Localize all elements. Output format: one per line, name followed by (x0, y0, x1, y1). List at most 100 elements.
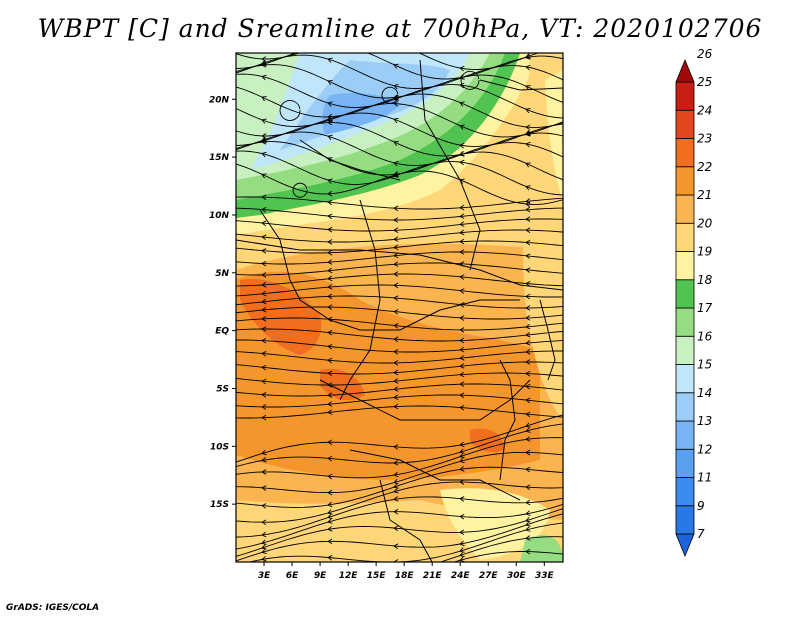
streamline-arrow (327, 226, 333, 233)
streamline-arrow (327, 249, 333, 256)
streamline-swirl (292, 182, 308, 198)
colorbar-label: 18 (697, 273, 713, 287)
colorbar-swatch (675, 222, 695, 252)
streamline-arrow (525, 484, 531, 491)
streamline-arrow (393, 252, 399, 259)
streamline-arrow (394, 41, 399, 45)
streamline-arrow (393, 478, 399, 485)
streamline-arrow (261, 151, 267, 158)
streamline (236, 218, 563, 232)
streamline-arrow (459, 101, 465, 107)
streamline-arrow (327, 382, 333, 388)
streamline-arrow (327, 304, 333, 310)
streamline-arrow (327, 357, 333, 364)
lat-label: 5N (215, 269, 229, 279)
streamline-arrow (261, 298, 267, 305)
streamline-arrow (525, 510, 531, 516)
streamline-arrow (459, 452, 465, 459)
streamline-arrow (393, 217, 399, 223)
streamline-arrow (393, 403, 399, 410)
streamline-arrow (393, 496, 399, 502)
streamline (236, 163, 563, 205)
lon-label: 21E (423, 571, 443, 581)
streamline (236, 423, 563, 468)
streamline-arrow (261, 449, 267, 456)
streamline (236, 196, 563, 210)
streamline-arrow (261, 234, 267, 241)
colorbar-label: 14 (697, 386, 712, 400)
streamline-arrow (459, 204, 465, 211)
streamline-arrow (393, 295, 399, 301)
streamline-arrow (525, 54, 531, 60)
streamline-arrow (327, 439, 333, 446)
streamline-arrow (525, 124, 531, 131)
streamline-arrow (327, 190, 333, 197)
streamline-arrow (459, 142, 465, 149)
streamline-arrow (327, 101, 333, 107)
streamline-arrow (327, 57, 333, 63)
streamline-arrow (261, 351, 267, 357)
streamline-arrow (525, 64, 531, 71)
streamline-arrow (261, 62, 267, 68)
streamline-arrow (459, 274, 465, 280)
streamline-arrow (393, 349, 399, 355)
streamline-arrow (525, 131, 531, 137)
colorbar-low-arrow (675, 533, 695, 558)
streamline-arrow (261, 136, 267, 142)
streamline-arrow (393, 378, 399, 384)
streamline-arrow (261, 548, 267, 555)
streamline-arrow (261, 194, 267, 201)
streamline-arrow (327, 178, 333, 184)
streamline-arrow (327, 275, 333, 282)
streamline (452, 551, 563, 562)
colorbar-swatch (675, 109, 695, 139)
streamline (236, 503, 563, 550)
streamline (236, 513, 563, 562)
streamline-arrow (327, 555, 333, 561)
streamline-arrow (393, 369, 399, 376)
streamline-arrow (459, 551, 465, 558)
streamline-swirl (381, 86, 399, 104)
grads-credit: GrADS: IGES/COLA (6, 603, 100, 613)
streamline (236, 207, 563, 221)
colorbar-label: 11 (697, 471, 712, 485)
streamline-arrow (393, 271, 399, 277)
streamline-arrow (459, 229, 465, 236)
colorbar-label: 22 (697, 160, 712, 174)
colorbar-swatch (675, 420, 695, 450)
streamline-arrow (261, 539, 267, 545)
streamline-arrow (525, 315, 531, 321)
colorbar-label: 24 (697, 103, 712, 117)
streamline-arrow (459, 404, 465, 411)
streamline-arrow (261, 59, 267, 66)
streamline (236, 122, 563, 157)
map-frame (235, 52, 564, 563)
streamline-arrow (327, 119, 333, 126)
streamline (236, 481, 563, 523)
lon-label: 24E (451, 571, 471, 581)
streamline-arrow (459, 392, 465, 399)
streamline-arrow (459, 441, 465, 448)
streamline-arrow (459, 355, 465, 361)
colorbar-label: 15 (697, 358, 712, 372)
streamline-arrow (525, 422, 531, 428)
streamline-arrow (327, 330, 333, 336)
streamline-arrow (261, 503, 267, 509)
streamline-arrow (525, 108, 531, 114)
streamline-arrow (261, 531, 267, 538)
streamline-arrow (393, 386, 399, 392)
streamline-arrow (459, 371, 465, 378)
streamline-arrow (525, 340, 531, 346)
streamline-arrow (261, 378, 267, 385)
streamline-arrow (261, 282, 267, 288)
streamline-arrow (393, 394, 399, 401)
streamline-arrow (393, 171, 399, 178)
streamline-arrow (525, 449, 531, 456)
streamline-arrow (459, 363, 465, 369)
streamline-arrow (525, 85, 531, 91)
streamline-arrow (459, 65, 465, 72)
streamline-arrow (261, 544, 267, 550)
streamline-arrow (261, 414, 267, 421)
streamline-arrow (261, 404, 267, 410)
streamline-arrow (393, 543, 399, 549)
